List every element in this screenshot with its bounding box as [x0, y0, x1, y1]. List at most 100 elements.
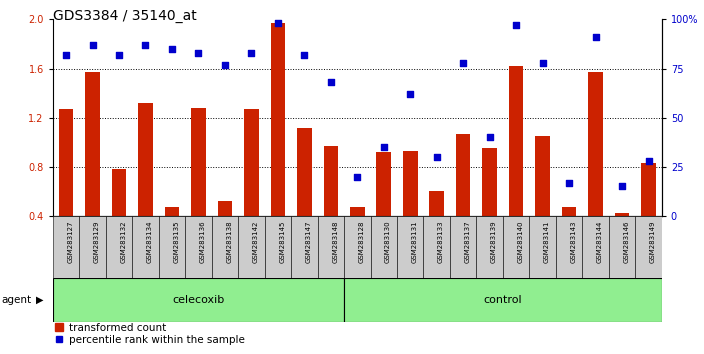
Text: GSM283128: GSM283128	[358, 220, 365, 263]
Point	[378, 144, 389, 150]
Bar	[138, 103, 153, 265]
Point	[537, 60, 548, 65]
Bar	[477, 216, 503, 278]
Text: GSM283136: GSM283136	[200, 220, 206, 263]
Text: GSM283144: GSM283144	[597, 220, 603, 263]
Point	[246, 50, 257, 56]
Text: GSM283140: GSM283140	[517, 220, 524, 263]
Bar	[429, 192, 444, 265]
Bar	[450, 216, 477, 278]
Bar	[270, 23, 285, 265]
Text: GSM283132: GSM283132	[120, 220, 126, 263]
Point	[298, 52, 310, 58]
Bar	[165, 207, 180, 265]
Bar	[58, 109, 73, 265]
Bar	[244, 109, 258, 265]
Bar	[265, 216, 291, 278]
Bar	[212, 216, 238, 278]
Point	[458, 60, 469, 65]
Text: GSM283138: GSM283138	[226, 220, 232, 263]
Bar	[377, 152, 391, 265]
Bar	[112, 169, 126, 265]
Text: GSM283137: GSM283137	[465, 220, 470, 263]
Point	[193, 50, 204, 56]
Text: GSM283129: GSM283129	[94, 220, 100, 263]
Text: GSM283135: GSM283135	[173, 220, 180, 263]
Text: GDS3384 / 35140_at: GDS3384 / 35140_at	[53, 9, 196, 23]
Point	[484, 135, 496, 140]
Point	[166, 46, 177, 52]
Text: GSM283146: GSM283146	[623, 220, 629, 263]
Point	[219, 62, 230, 68]
Point	[563, 180, 574, 185]
Bar	[53, 216, 80, 278]
Bar	[324, 146, 338, 265]
Bar	[191, 108, 206, 265]
Text: GSM283147: GSM283147	[306, 220, 312, 263]
Bar	[318, 216, 344, 278]
Legend: transformed count, percentile rank within the sample: transformed count, percentile rank withi…	[51, 318, 249, 349]
Point	[113, 52, 125, 58]
Bar	[424, 216, 450, 278]
Bar	[482, 148, 497, 265]
Bar	[589, 72, 603, 265]
Text: GSM283149: GSM283149	[650, 220, 656, 263]
Bar	[403, 151, 417, 265]
Text: GSM283143: GSM283143	[570, 220, 577, 263]
Point	[61, 52, 72, 58]
Bar	[609, 216, 635, 278]
Text: GSM283141: GSM283141	[544, 220, 550, 263]
Bar	[53, 278, 344, 322]
Bar	[641, 163, 656, 265]
Bar	[85, 72, 100, 265]
Point	[431, 154, 442, 160]
Bar	[218, 201, 232, 265]
Bar	[509, 66, 523, 265]
Bar	[80, 216, 106, 278]
Bar	[238, 216, 265, 278]
Bar	[615, 213, 629, 265]
Bar	[535, 136, 550, 265]
Text: control: control	[484, 295, 522, 305]
Point	[87, 42, 98, 48]
Point	[272, 21, 284, 26]
Text: GSM283148: GSM283148	[332, 220, 338, 263]
Point	[510, 23, 522, 28]
Bar	[350, 207, 365, 265]
Text: GSM283134: GSM283134	[147, 220, 153, 263]
Point	[405, 91, 416, 97]
Bar	[529, 216, 556, 278]
Bar	[297, 127, 312, 265]
Bar	[562, 207, 577, 265]
Text: agent: agent	[1, 295, 32, 305]
Bar	[185, 216, 212, 278]
Point	[325, 80, 337, 85]
Bar	[582, 216, 609, 278]
Bar	[556, 216, 582, 278]
Point	[643, 158, 654, 164]
Bar	[344, 278, 662, 322]
Bar	[291, 216, 318, 278]
Text: GSM283130: GSM283130	[385, 220, 391, 263]
Point	[140, 42, 151, 48]
Text: GSM283139: GSM283139	[491, 220, 497, 263]
Text: GSM283145: GSM283145	[279, 220, 285, 263]
Bar	[158, 216, 185, 278]
Bar	[456, 134, 470, 265]
Point	[617, 184, 628, 189]
Text: ▶: ▶	[36, 295, 44, 305]
Text: GSM283142: GSM283142	[253, 220, 258, 263]
Text: GSM283131: GSM283131	[412, 220, 417, 263]
Bar	[132, 216, 158, 278]
Text: GSM283133: GSM283133	[438, 220, 444, 263]
Bar	[635, 216, 662, 278]
Point	[590, 34, 601, 40]
Bar	[370, 216, 397, 278]
Bar	[106, 216, 132, 278]
Bar	[344, 216, 370, 278]
Text: GSM283127: GSM283127	[68, 220, 73, 263]
Bar	[397, 216, 424, 278]
Text: celecoxib: celecoxib	[172, 295, 225, 305]
Point	[351, 174, 363, 179]
Bar	[503, 216, 529, 278]
